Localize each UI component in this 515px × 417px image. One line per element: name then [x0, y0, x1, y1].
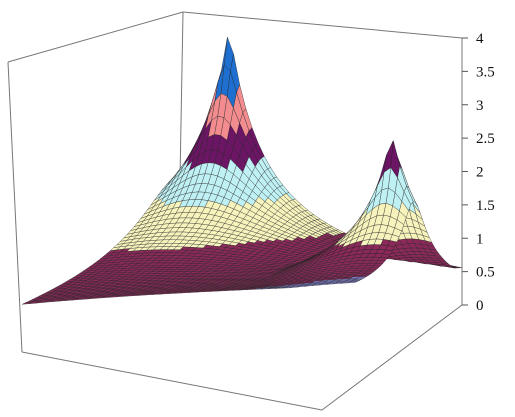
z-axis: 0 0.5 1 1.5 2 2.5 3 3.5 4: [462, 31, 495, 314]
box-edge-6: [321, 304, 463, 411]
box-edge-5: [21, 351, 323, 411]
z-tick-label: 3: [476, 98, 484, 114]
z-tick-label: 0.5: [476, 265, 495, 281]
surface-cell: [347, 281, 358, 284]
chart-box: [7, 11, 463, 411]
z-tick-label: 3.5: [476, 64, 495, 80]
z-tick-label: 0: [476, 298, 484, 314]
z-tick-label: 1: [476, 231, 484, 247]
z-tick-label: 2.5: [476, 131, 495, 147]
z-tick-label: 2: [476, 165, 484, 181]
surface-plot: [21, 37, 463, 305]
box-edge-0: [7, 61, 23, 353]
box-edge-2: [182, 11, 463, 39]
z-tick-label: 1.5: [476, 198, 495, 214]
box-edge-1: [7, 11, 184, 63]
z-tick-label: 4: [476, 31, 484, 47]
